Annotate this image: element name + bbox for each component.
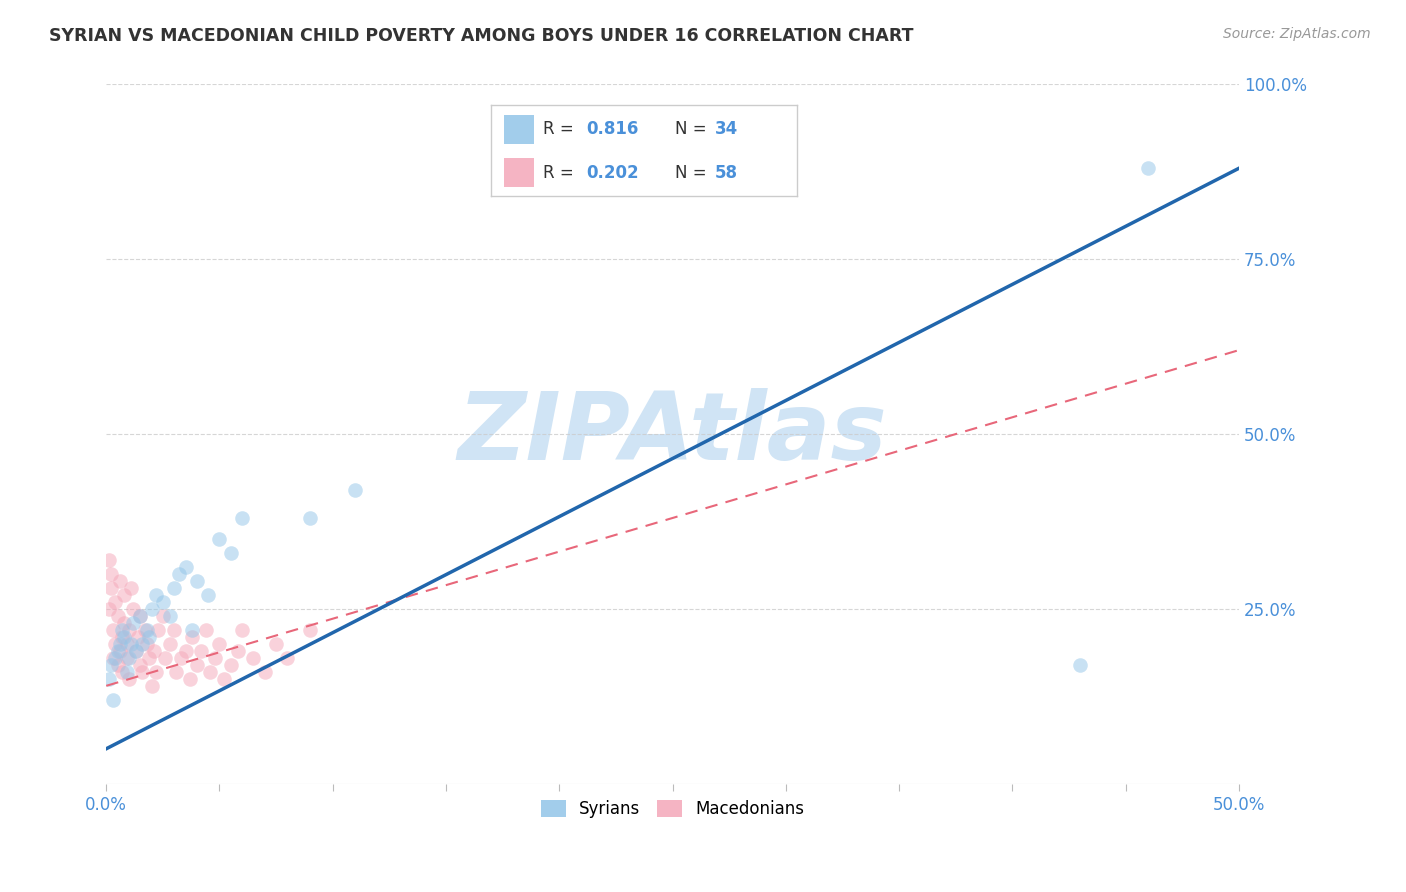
Point <box>129 608 152 623</box>
Point <box>159 608 181 623</box>
Point <box>115 651 138 665</box>
Point <box>145 588 167 602</box>
Point <box>111 665 134 679</box>
Point <box>186 574 208 588</box>
Point <box>1137 161 1160 176</box>
Point <box>141 602 163 616</box>
Point <box>104 637 127 651</box>
Point <box>129 657 152 672</box>
Point <box>167 566 190 581</box>
Point <box>122 602 145 616</box>
Text: SYRIAN VS MACEDONIAN CHILD POVERTY AMONG BOYS UNDER 16 CORRELATION CHART: SYRIAN VS MACEDONIAN CHILD POVERTY AMONG… <box>49 27 914 45</box>
Point <box>142 644 165 658</box>
Point <box>127 630 149 644</box>
Point <box>107 608 129 623</box>
Point <box>170 651 193 665</box>
Point <box>1069 657 1091 672</box>
Point <box>112 630 135 644</box>
Point <box>107 644 129 658</box>
Point <box>344 483 367 497</box>
Point <box>111 623 134 637</box>
Point <box>276 651 298 665</box>
Point <box>145 665 167 679</box>
Text: Source: ZipAtlas.com: Source: ZipAtlas.com <box>1223 27 1371 41</box>
Point <box>107 657 129 672</box>
Point <box>153 651 176 665</box>
Point <box>299 511 322 525</box>
Point <box>253 665 276 679</box>
Point <box>264 637 287 651</box>
Point <box>208 532 231 546</box>
Point <box>122 615 145 630</box>
Point <box>166 665 188 679</box>
Point <box>231 623 253 637</box>
Point <box>174 560 197 574</box>
Text: ZIPAtlas: ZIPAtlas <box>457 388 887 480</box>
Point <box>101 651 124 665</box>
Point <box>159 637 181 651</box>
Point <box>112 615 135 630</box>
Point <box>129 608 152 623</box>
Point <box>141 679 163 693</box>
Point <box>108 644 131 658</box>
Point <box>118 672 141 686</box>
Point <box>125 644 148 658</box>
Point <box>231 511 253 525</box>
Point <box>136 623 159 637</box>
Point <box>101 623 124 637</box>
Point <box>111 630 134 644</box>
Point <box>179 672 201 686</box>
Point <box>104 595 127 609</box>
Point <box>100 581 122 595</box>
Point <box>138 630 160 644</box>
Point <box>194 623 217 637</box>
Point <box>97 672 120 686</box>
Point <box>136 637 159 651</box>
Point <box>134 623 156 637</box>
Point <box>131 665 153 679</box>
Point <box>200 665 222 679</box>
Point <box>242 651 264 665</box>
Point <box>115 665 138 679</box>
Point <box>97 602 120 616</box>
Point <box>152 608 174 623</box>
Point <box>118 623 141 637</box>
Legend: Syrians, Macedonians: Syrians, Macedonians <box>534 793 811 824</box>
Point <box>118 651 141 665</box>
Point <box>219 546 242 560</box>
Point <box>138 651 160 665</box>
Point <box>108 637 131 651</box>
Point <box>115 637 138 651</box>
Point <box>163 623 186 637</box>
Point <box>112 588 135 602</box>
Point <box>97 553 120 567</box>
Point <box>219 657 242 672</box>
Point <box>190 644 212 658</box>
Point <box>131 637 153 651</box>
Point <box>226 644 249 658</box>
Point <box>101 693 124 707</box>
Point <box>174 644 197 658</box>
Point <box>152 595 174 609</box>
Point <box>100 657 122 672</box>
Point <box>299 623 322 637</box>
Point <box>108 574 131 588</box>
Point <box>181 623 204 637</box>
Point <box>104 651 127 665</box>
Point <box>197 588 219 602</box>
Point <box>204 651 226 665</box>
Point <box>208 637 231 651</box>
Point <box>100 566 122 581</box>
Point <box>125 644 148 658</box>
Point <box>163 581 186 595</box>
Point <box>186 657 208 672</box>
Point <box>212 672 235 686</box>
Point <box>148 623 170 637</box>
Point <box>120 637 142 651</box>
Point <box>120 581 142 595</box>
Point <box>181 630 204 644</box>
